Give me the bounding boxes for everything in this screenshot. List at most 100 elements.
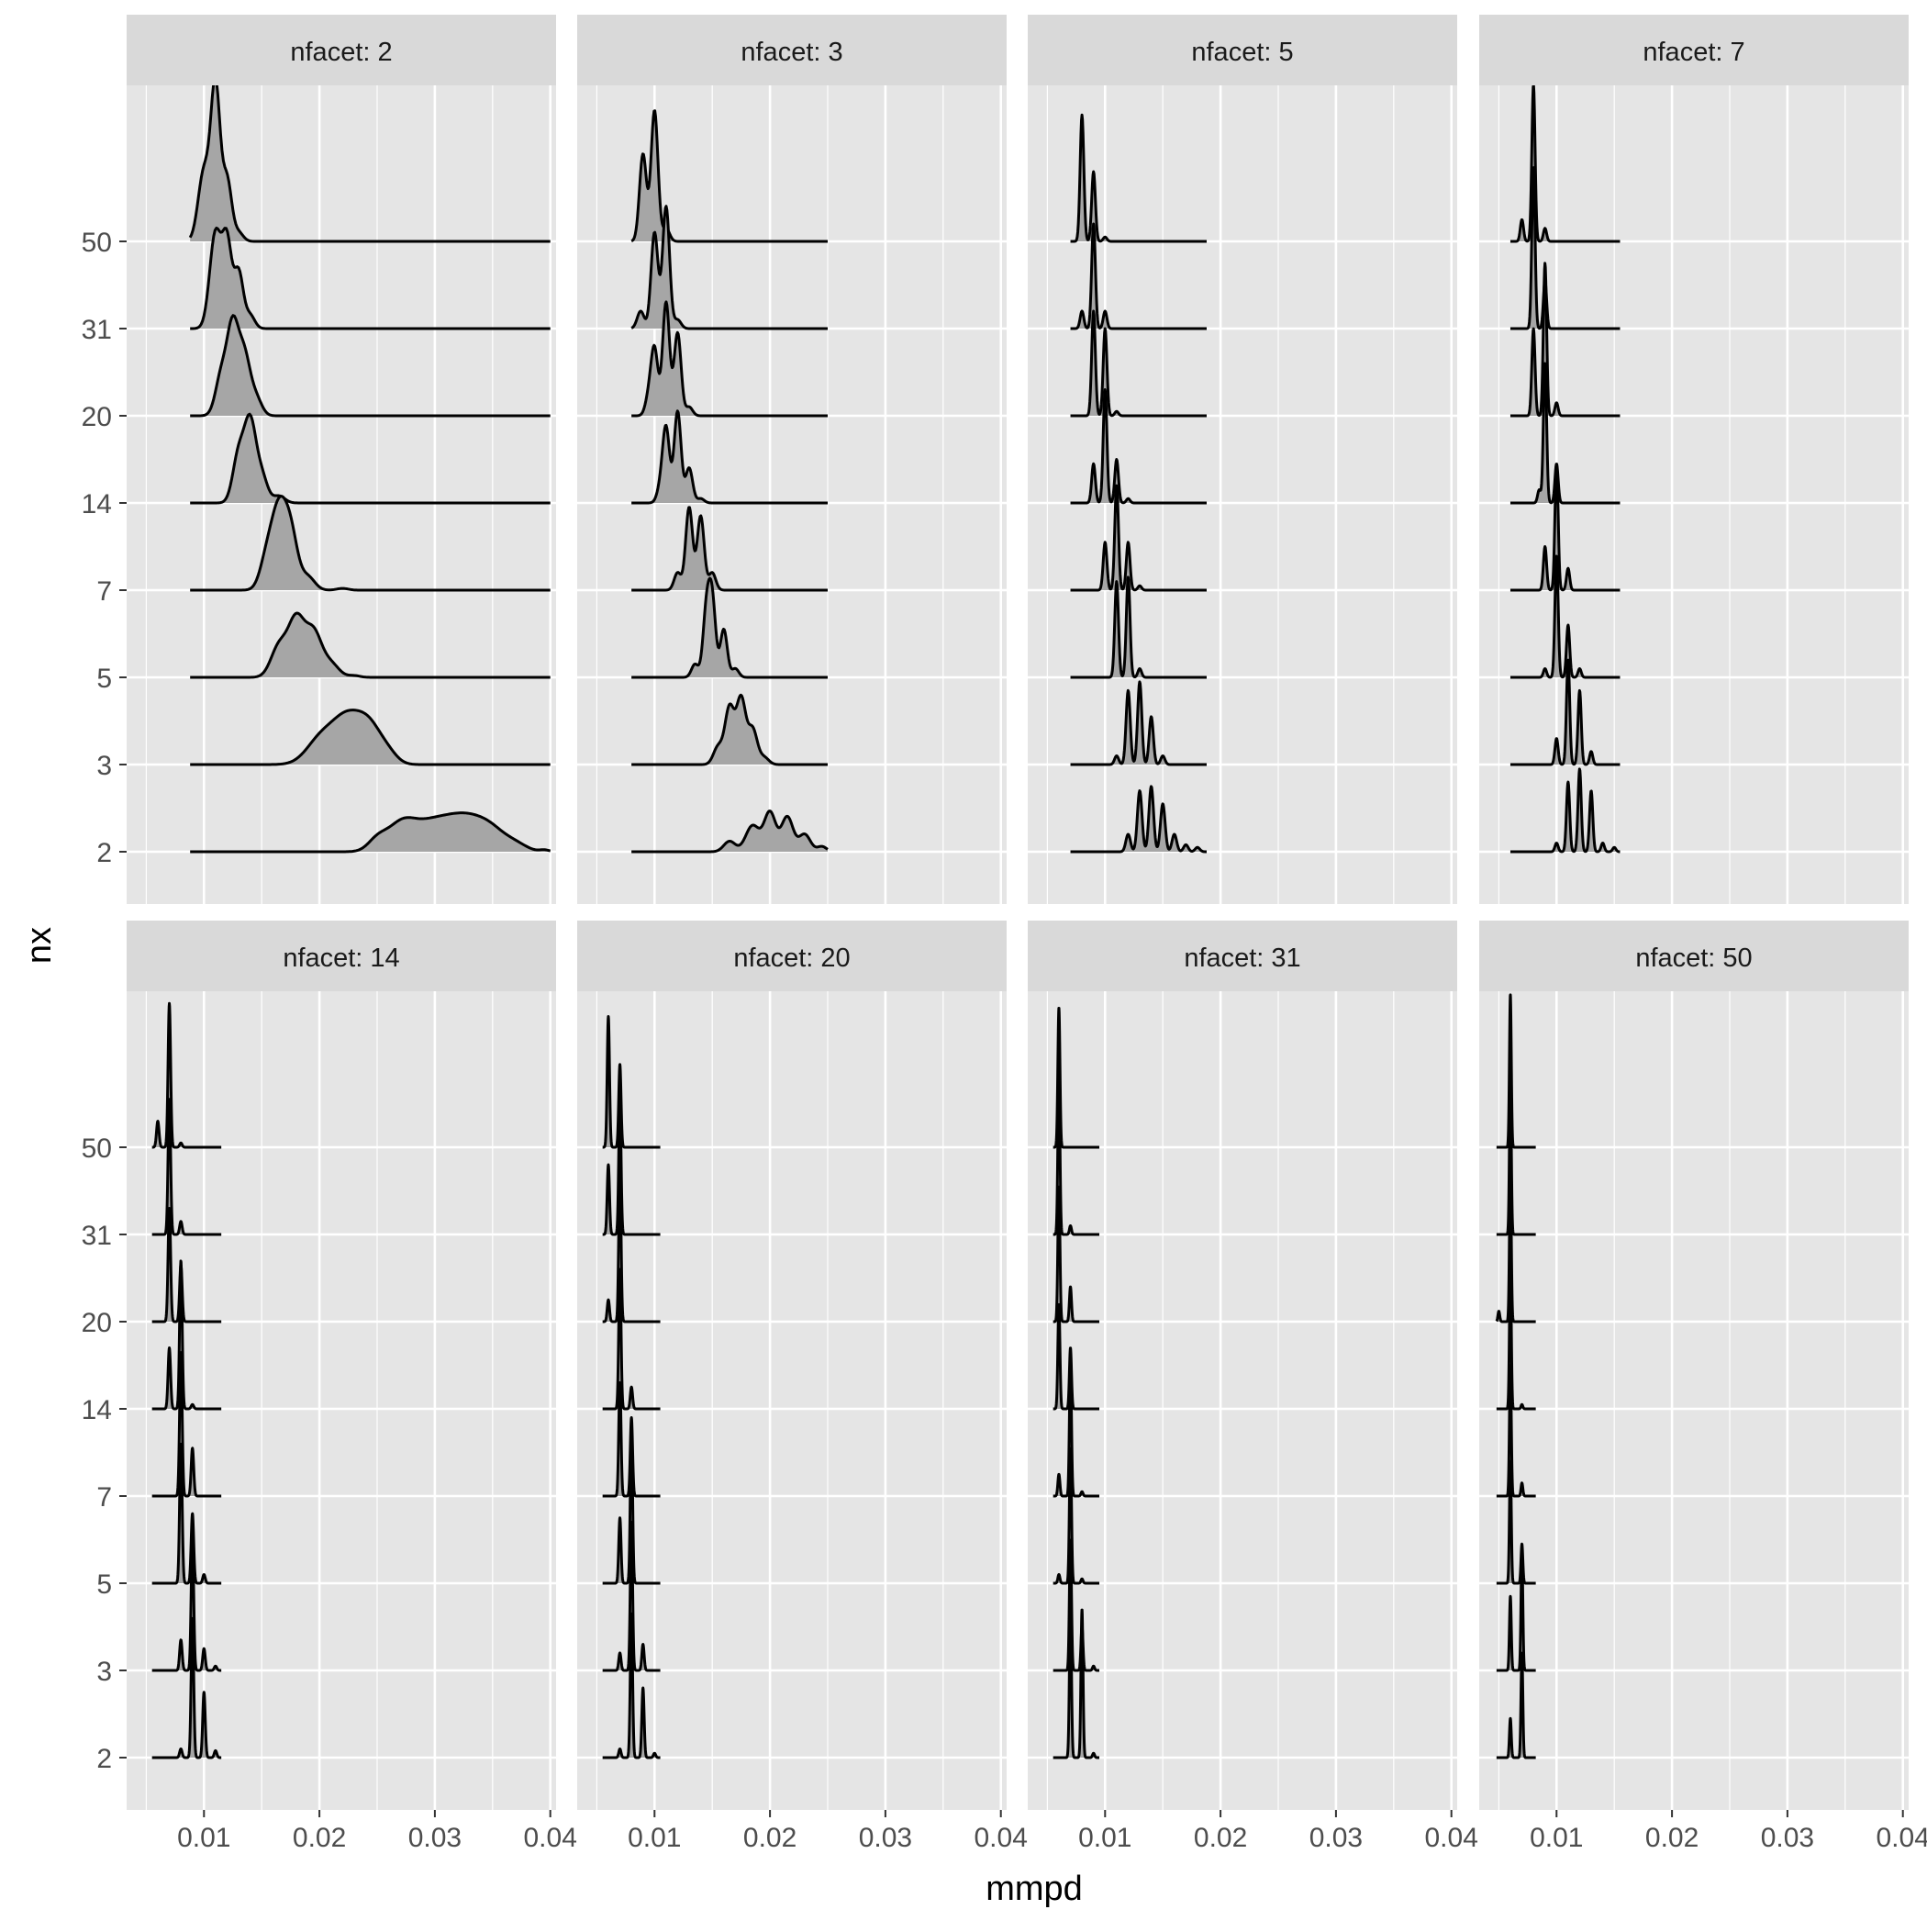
ridge-fill-nx-50 xyxy=(190,85,551,241)
ridge-line-nx-7 xyxy=(1509,463,1621,592)
ridge-line-nx-31 xyxy=(150,1098,223,1236)
ridges-group xyxy=(601,1015,662,1759)
ridge-line-nx-5 xyxy=(1495,1459,1537,1585)
x-tick-label: 0.04 xyxy=(975,1823,1028,1853)
ridge-line-nx-7 xyxy=(601,1381,662,1498)
ridge-line-nx-20 xyxy=(190,314,551,418)
ridge-fill-nx-2 xyxy=(190,812,551,852)
x-tick-label: 0.01 xyxy=(1530,1823,1583,1853)
ridge-line-nx-3 xyxy=(1069,680,1208,766)
ridge-fill-nx-20 xyxy=(631,301,828,416)
y-tick-label: 50 xyxy=(82,1134,112,1164)
facet-panel: nfacet: 50 0.01 0.02 0.03 0.04 xyxy=(1479,921,1927,1853)
ridge-line-nx-50 xyxy=(188,85,551,243)
facet-panel: nfacet: 14 2 3 5 7 14 20 31 50 0.01 0.02 0.03 0.04 xyxy=(82,921,577,1853)
x-tick-label: 0.03 xyxy=(859,1823,912,1853)
ridge-fill-nx-2 xyxy=(151,1618,222,1758)
ridge-line-nx-31 xyxy=(1069,222,1208,330)
ridges-group xyxy=(1495,993,1537,1759)
ridge-fill-nx-7 xyxy=(190,496,551,590)
ridge-line-nx-31 xyxy=(1509,166,1621,330)
ridge-line-nx-3 xyxy=(1495,1551,1537,1672)
y-tick-label: 20 xyxy=(82,402,112,432)
facet-strip xyxy=(577,921,1007,991)
ridge-line-nx-31 xyxy=(1495,1076,1537,1236)
ridge-fill-nx-3 xyxy=(631,695,828,765)
facet-strip xyxy=(1479,15,1909,85)
ridge-line-nx-20 xyxy=(1495,1172,1537,1323)
ridge-line-nx-20 xyxy=(150,1207,223,1323)
panel-background xyxy=(127,991,556,1810)
y-tick-label: 31 xyxy=(82,315,112,345)
ridge-line-nx-7 xyxy=(1052,1364,1101,1498)
ridge-line-nx-5 xyxy=(150,1442,223,1585)
x-tick-label: 0.01 xyxy=(628,1823,681,1853)
ridge-line-nx-5 xyxy=(1052,1446,1101,1585)
ridge-line-nx-5 xyxy=(601,1429,662,1585)
facet-strip xyxy=(1479,921,1909,991)
ridge-line-nx-14 xyxy=(150,1259,223,1411)
ridges-group xyxy=(630,109,829,854)
ridge-line-nx-14 xyxy=(601,1268,662,1411)
facet-panel: nfacet: 7 xyxy=(1479,15,1909,904)
y-tick-label: 14 xyxy=(82,1395,112,1425)
ridge-line-nx-50 xyxy=(1495,993,1537,1149)
ridges-group xyxy=(1509,85,1621,854)
ridge-line-nx-20 xyxy=(1509,262,1621,418)
panel-background xyxy=(1479,85,1909,904)
x-tick-label: 0.03 xyxy=(1761,1823,1814,1853)
ridges-group xyxy=(1069,113,1208,854)
x-tick-label: 0.04 xyxy=(524,1823,577,1853)
ridge-line-nx-20 xyxy=(1069,309,1208,418)
ridge-line-nx-14 xyxy=(190,412,551,505)
y-tick-label: 7 xyxy=(96,576,112,607)
facet-strip-label: nfacet: 14 xyxy=(283,944,399,973)
facet-strip xyxy=(1028,921,1457,991)
ridge-line-nx-20 xyxy=(1052,1185,1101,1323)
ridge-fill-nx-50 xyxy=(631,110,828,241)
ridge-fill-nx-20 xyxy=(190,315,551,416)
ridge-line-nx-2 xyxy=(1069,785,1208,854)
facet-strip-label: nfacet: 3 xyxy=(741,38,842,67)
ridge-line-nx-50 xyxy=(1069,113,1208,243)
ridge-line-nx-7 xyxy=(190,495,551,592)
ridge-line-nx-3 xyxy=(1052,1538,1101,1672)
ridge-line-nx-31 xyxy=(601,1098,662,1236)
y-tick-label: 20 xyxy=(82,1308,112,1338)
facet-strip-label: nfacet: 7 xyxy=(1643,38,1744,67)
ridge-line-nx-7 xyxy=(1495,1364,1537,1498)
ridge-line-nx-14 xyxy=(630,409,829,505)
y-tick-label: 14 xyxy=(82,489,112,519)
ridge-line-nx-14 xyxy=(1069,388,1208,505)
y-tick-label: 3 xyxy=(96,751,112,781)
y-tick-label: 3 xyxy=(96,1657,112,1687)
x-tick-label: 0.02 xyxy=(1194,1823,1247,1853)
ridge-line-nx-50 xyxy=(601,1015,662,1149)
x-tick-label: 0.02 xyxy=(743,1823,796,1853)
x-tick-label: 0.03 xyxy=(1309,1823,1363,1853)
panel-background xyxy=(127,85,556,904)
panel-background xyxy=(1028,85,1457,904)
facet-strip-label: nfacet: 2 xyxy=(290,38,392,67)
ridge-line-nx-3 xyxy=(630,693,829,766)
x-tick-label: 0.02 xyxy=(293,1823,346,1853)
ridge-fill-nx-5 xyxy=(190,613,551,677)
ridge-fill-nx-2 xyxy=(1070,786,1207,852)
facet-strip xyxy=(577,15,1007,85)
ridge-line-nx-7 xyxy=(150,1351,223,1498)
panel-background xyxy=(1028,991,1457,1810)
x-tick-label: 0.04 xyxy=(1425,1823,1478,1853)
facet-panel: nfacet: 5 xyxy=(1028,15,1457,904)
ridge-line-nx-5 xyxy=(190,611,551,679)
facet-panel: nfacet: 31 0.01 0.02 0.03 0.04 xyxy=(1028,921,1478,1853)
ridge-line-nx-50 xyxy=(1509,85,1621,243)
ridge-line-nx-14 xyxy=(1495,1263,1537,1411)
ridge-line-nx-5 xyxy=(630,576,829,679)
facet-strip-label: nfacet: 20 xyxy=(733,944,850,973)
ridge-fill-nx-31 xyxy=(631,206,828,329)
x-tick-label: 0.04 xyxy=(1877,1823,1927,1853)
ridge-fill-nx-31 xyxy=(602,1099,661,1234)
ridge-line-nx-7 xyxy=(630,506,829,592)
ridge-fill-nx-2 xyxy=(631,810,828,852)
facet-panel: nfacet: 2 2 3 5 7 14 20 31 50 xyxy=(82,15,556,904)
